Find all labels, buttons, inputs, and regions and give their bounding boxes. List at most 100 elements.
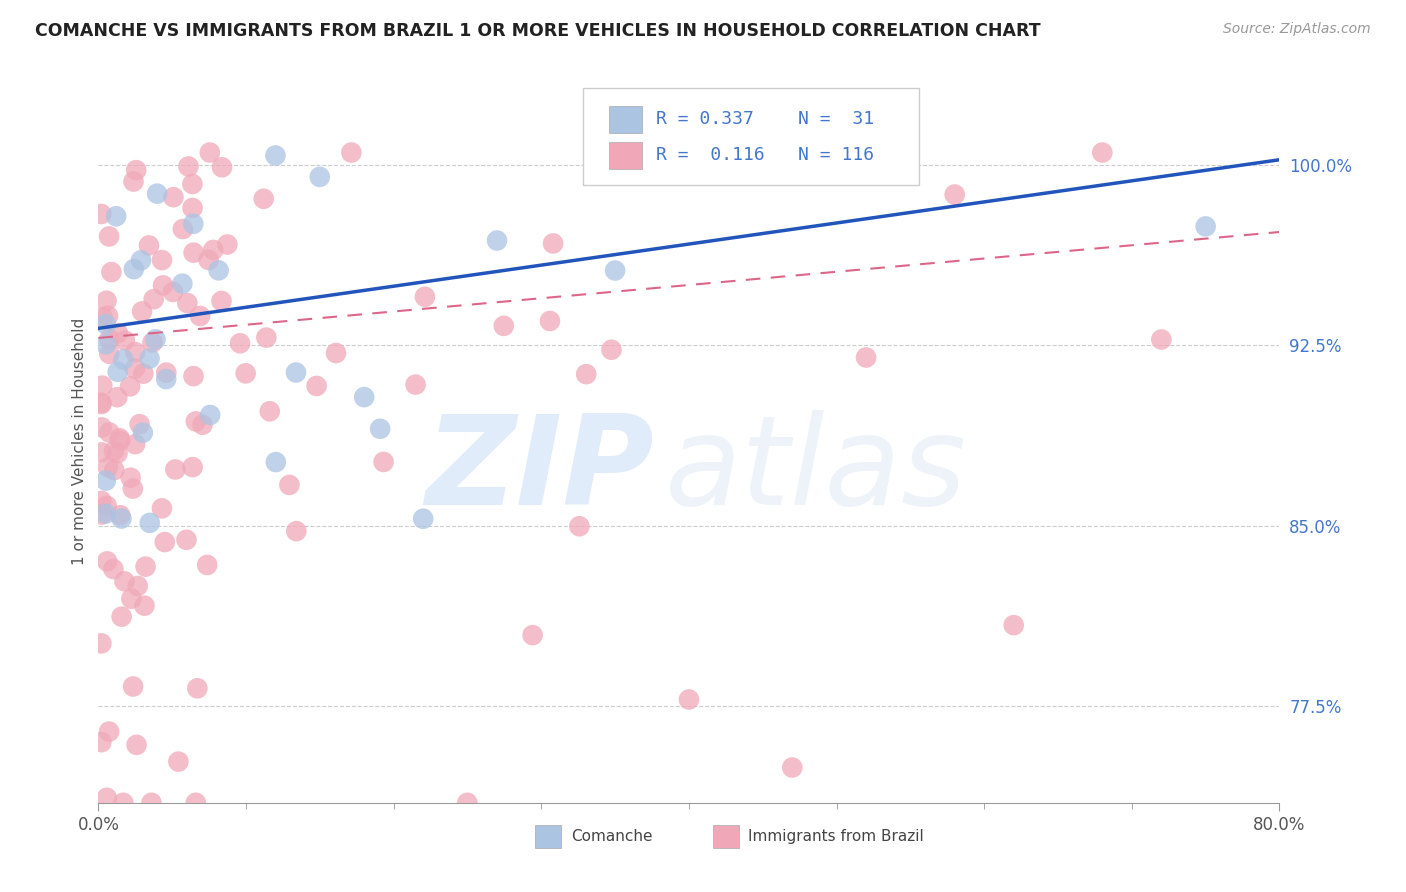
Point — [943, 187, 966, 202]
Point — [105, 390, 128, 404]
Point — [94, 337, 117, 351]
Point — [162, 190, 184, 204]
Point — [90, 396, 112, 410]
Point — [105, 209, 128, 223]
Point — [98, 229, 121, 244]
Point — [181, 201, 204, 215]
Point — [129, 253, 152, 268]
Point — [456, 796, 478, 810]
Point — [125, 163, 148, 178]
Point — [198, 408, 221, 422]
Point — [124, 437, 146, 451]
Point — [90, 420, 112, 434]
Point — [107, 446, 129, 460]
Point — [605, 263, 627, 277]
Point — [186, 681, 208, 696]
Point — [278, 478, 301, 492]
Point — [138, 351, 160, 366]
Point — [538, 314, 561, 328]
Point — [153, 535, 176, 549]
Point — [176, 296, 198, 310]
Point — [103, 463, 125, 477]
Point — [412, 512, 434, 526]
Point — [486, 234, 509, 248]
Bar — [609, 142, 641, 169]
Point — [107, 326, 129, 341]
Point — [94, 474, 117, 488]
Point — [100, 265, 122, 279]
Point — [150, 501, 173, 516]
Text: atlas: atlas — [665, 410, 967, 531]
Point — [98, 332, 121, 346]
Point — [229, 336, 252, 351]
Point — [98, 425, 121, 440]
Point — [405, 377, 427, 392]
Point — [146, 186, 169, 201]
Point — [568, 519, 591, 533]
Point — [207, 263, 229, 277]
Point — [181, 460, 204, 475]
Point — [202, 243, 225, 257]
Point — [134, 599, 156, 613]
Point — [141, 796, 163, 810]
Point — [91, 378, 114, 392]
Point — [90, 445, 112, 459]
Point — [124, 345, 146, 359]
Point — [124, 361, 146, 376]
Point — [211, 293, 233, 308]
Point — [114, 334, 136, 348]
Point — [305, 379, 328, 393]
Point — [162, 285, 184, 299]
Point — [98, 724, 121, 739]
Point — [285, 366, 308, 380]
Point — [112, 352, 135, 367]
Point — [112, 796, 135, 810]
Point — [188, 309, 211, 323]
Point — [1195, 219, 1218, 234]
Point — [198, 145, 221, 160]
Point — [197, 252, 219, 267]
Point — [120, 379, 142, 393]
Point — [575, 367, 598, 381]
Text: R =  0.116: R = 0.116 — [655, 146, 765, 164]
Point — [177, 160, 200, 174]
Point — [183, 245, 205, 260]
Point — [141, 335, 163, 350]
Point — [541, 236, 564, 251]
Point — [264, 148, 287, 162]
Point — [120, 471, 142, 485]
Point — [195, 558, 218, 572]
Point — [176, 533, 198, 547]
Bar — [609, 105, 641, 133]
Point — [107, 365, 129, 379]
Point — [90, 508, 112, 522]
Point — [110, 508, 132, 523]
Point — [253, 192, 276, 206]
Point — [96, 790, 118, 805]
Point — [855, 351, 877, 365]
Text: N =  31: N = 31 — [797, 111, 873, 128]
Text: Immigrants from Brazil: Immigrants from Brazil — [748, 830, 924, 844]
Point — [127, 579, 149, 593]
Point — [108, 431, 131, 445]
Point — [90, 636, 112, 650]
Point — [152, 278, 174, 293]
Point — [172, 277, 194, 291]
Text: COMANCHE VS IMMIGRANTS FROM BRAZIL 1 OR MORE VEHICLES IN HOUSEHOLD CORRELATION C: COMANCHE VS IMMIGRANTS FROM BRAZIL 1 OR … — [35, 22, 1040, 40]
Point — [90, 735, 112, 749]
Point — [167, 755, 190, 769]
Point — [707, 145, 730, 160]
Point — [96, 554, 118, 568]
Point — [94, 507, 117, 521]
Point — [600, 343, 623, 357]
Point — [120, 591, 142, 606]
Point — [264, 455, 287, 469]
Point — [165, 462, 187, 476]
Point — [103, 444, 125, 458]
Point — [122, 174, 145, 188]
Point — [110, 434, 132, 448]
Point — [121, 482, 143, 496]
Point — [114, 574, 136, 589]
FancyBboxPatch shape — [582, 87, 920, 185]
Point — [142, 292, 165, 306]
